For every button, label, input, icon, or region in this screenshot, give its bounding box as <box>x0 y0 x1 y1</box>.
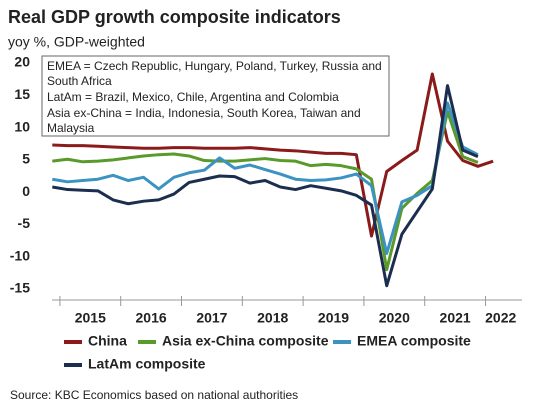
x-tick-label: 2017 <box>196 310 227 326</box>
annotation-text: Asia ex-China = India, Indonesia, South … <box>47 106 361 120</box>
y-tick-label: -15 <box>10 280 30 296</box>
x-tick-label: 2018 <box>257 310 288 326</box>
series-line <box>52 101 479 255</box>
y-tick-label: 5 <box>22 151 30 167</box>
x-tick-label: 2021 <box>440 310 471 326</box>
chart-title: Real GDP growth composite indicators <box>8 7 341 27</box>
legend-label: Asia ex-China composite <box>162 333 329 349</box>
series-line <box>52 109 479 272</box>
y-tick-label: 15 <box>14 86 30 102</box>
annotation-text: EMEA = Czech Republic, Hungary, Poland, … <box>47 59 382 73</box>
annotation-box <box>41 55 390 137</box>
legend-label: LatAm composite <box>88 356 206 372</box>
annotation-text: South Africa <box>47 74 112 88</box>
y-tick-label: -5 <box>18 215 31 231</box>
y-tick-label: 0 <box>22 183 30 199</box>
annotation-text: LatAm = Brazil, Mexico, Chile, Argentina… <box>47 90 339 104</box>
x-tick-label: 2022 <box>485 310 516 326</box>
x-tick-label: 2020 <box>379 310 410 326</box>
source-note: Source: KBC Economics based on national … <box>10 388 298 402</box>
series-line <box>52 72 494 238</box>
x-tick-label: 2019 <box>318 310 349 326</box>
series-line <box>52 84 479 288</box>
x-tick-label: 2015 <box>75 310 106 326</box>
legend-label: EMEA composite <box>357 333 471 349</box>
y-tick-label: 20 <box>14 54 30 70</box>
annotation-text: Malaysia <box>47 121 95 135</box>
y-tick-label: -10 <box>10 247 30 263</box>
legend-label: China <box>88 333 127 349</box>
x-tick-label: 2016 <box>136 310 167 326</box>
chart-subtitle: yoy %, GDP-weighted <box>8 34 145 50</box>
y-tick-label: 10 <box>14 118 30 134</box>
